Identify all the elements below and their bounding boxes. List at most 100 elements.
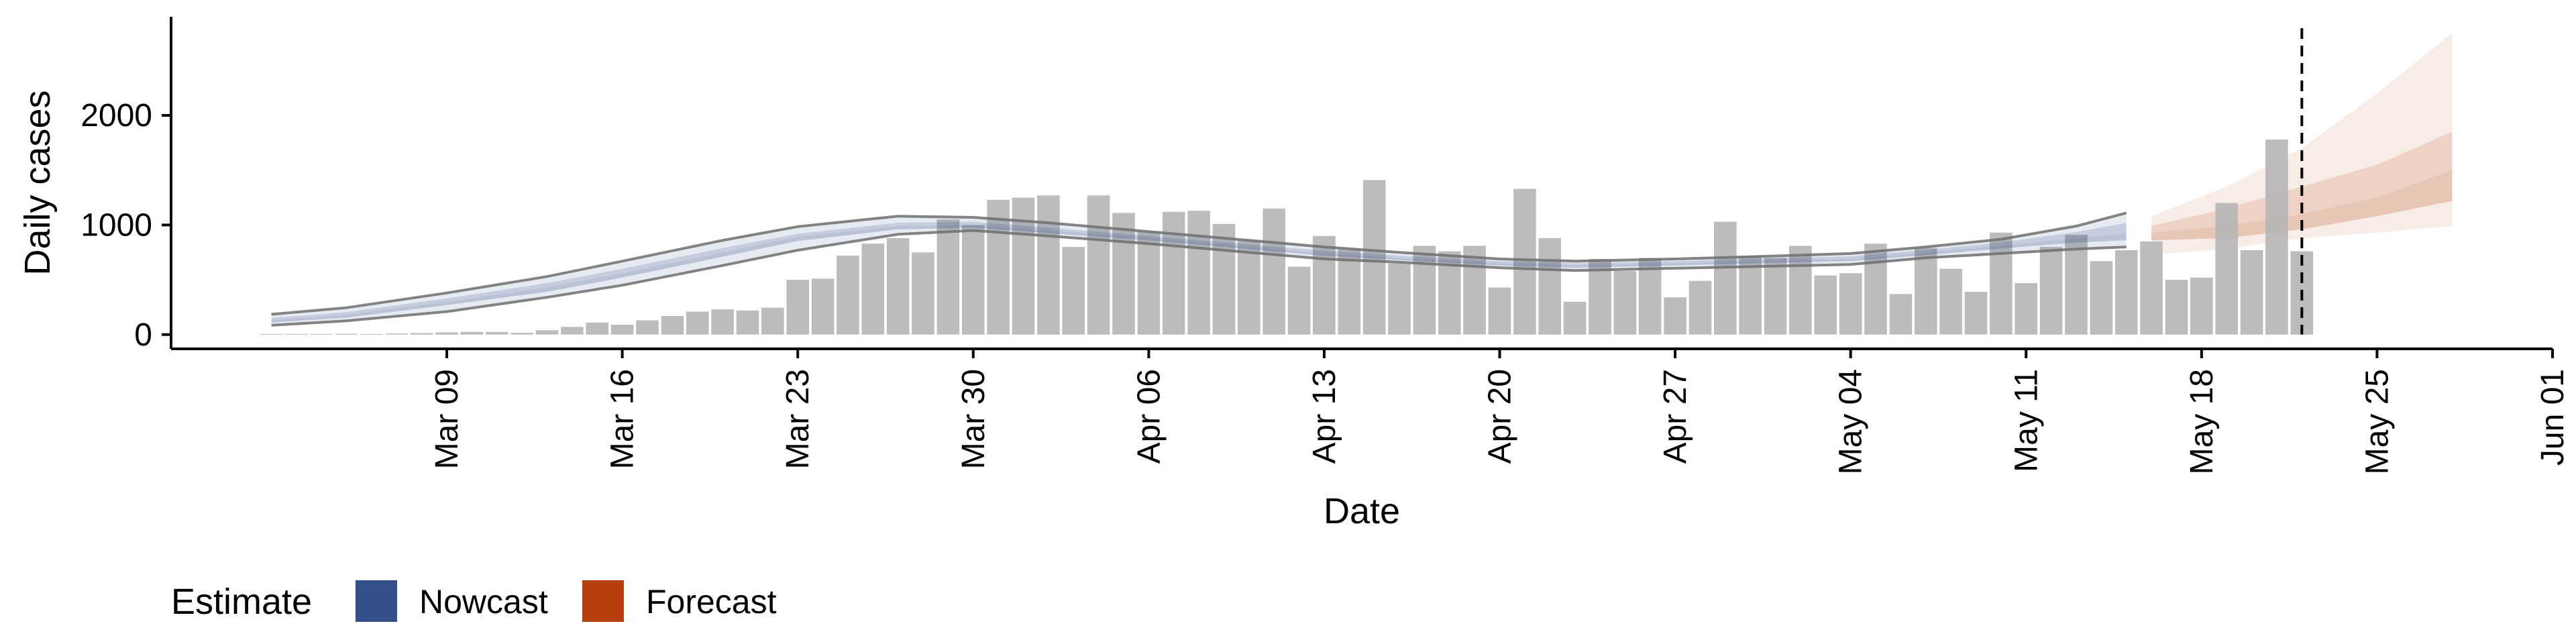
bar-2020-03-08: [410, 333, 433, 335]
bar-2020-03-27: [886, 238, 910, 335]
bar-2020-03-07: [385, 333, 409, 335]
bar-2020-03-05: [335, 333, 358, 335]
bar-2020-04-19: [1463, 246, 1486, 335]
bar-2020-04-11: [1263, 208, 1285, 335]
x-tick-label: Apr 27: [1658, 369, 1693, 464]
bar-2020-04-23: [1563, 301, 1587, 335]
bar-2020-04-25: [1613, 271, 1637, 335]
bar-2020-04-28: [1688, 280, 1712, 335]
tick-labels: 0 1000 2000 Mar 09 Mar 16 Mar 23 Mar 30 Apr 06 A…: [80, 98, 2571, 474]
bar-2020-04-04: [1087, 195, 1110, 335]
bar-2020-03-03: [285, 333, 308, 335]
bar-2020-03-18: [661, 316, 684, 335]
bar-2020-04-29: [1714, 221, 1737, 335]
bar-2020-05-17: [2165, 280, 2188, 335]
bar-2020-04-09: [1212, 223, 1236, 335]
bar-2020-04-06: [1137, 231, 1161, 335]
forecast-band-outer: [2151, 33, 2453, 255]
bar-2020-04-17: [1413, 246, 1436, 335]
axes: [170, 17, 2553, 350]
bar-2020-03-06: [360, 333, 383, 335]
bar-2020-05-10: [1990, 232, 2012, 335]
bar-2020-05-07: [1915, 248, 1937, 335]
legend-label-forecast: Forecast: [646, 583, 777, 621]
bar-2020-04-02: [1037, 195, 1060, 335]
band-outline-lines: [271, 211, 2127, 327]
bar-2020-03-09: [435, 332, 458, 335]
bar-2020-03-16: [610, 325, 634, 335]
bar-2020-05-21: [2265, 140, 2288, 335]
x-tick-label: Mar 16: [605, 369, 641, 469]
bar-2020-05-02: [1789, 246, 1812, 335]
bar-2020-04-22: [1538, 238, 1561, 335]
legend: Estimate Nowcast Forecast: [171, 580, 777, 622]
y-tick-label: 2000: [80, 98, 152, 133]
bar-2020-05-09: [1964, 292, 1988, 335]
bar-2020-03-17: [636, 320, 659, 335]
nowcast-bands: [271, 213, 2127, 325]
bar-2020-03-28: [912, 252, 934, 335]
bar-2020-04-15: [1362, 180, 1386, 335]
x-tick-label: Apr 20: [1483, 369, 1518, 464]
bar-2020-05-16: [2140, 241, 2163, 335]
reported-cases-bars: [260, 140, 2314, 335]
bar-2020-04-16: [1388, 263, 1411, 335]
bar-2020-04-20: [1488, 287, 1511, 335]
y-tick-label: 0: [134, 317, 152, 353]
bar-2020-05-06: [1889, 294, 1913, 335]
bar-2020-05-15: [2114, 250, 2138, 335]
bar-2020-03-29: [936, 219, 960, 335]
bar-2020-03-23: [786, 280, 809, 335]
bar-2020-04-10: [1238, 240, 1260, 335]
x-tick-label: Jun 01: [2535, 369, 2571, 466]
nowcast-band-median: [271, 225, 2127, 323]
legend-key-forecast: [582, 580, 624, 622]
nowcast-band-outer: [271, 213, 2127, 325]
x-tick-label: May 04: [1833, 369, 1869, 474]
bar-2020-03-12: [511, 333, 533, 335]
bar-2020-05-12: [2039, 247, 2063, 335]
bar-2020-05-05: [1864, 244, 1887, 335]
x-tick-label: Apr 13: [1307, 369, 1342, 464]
bar-2020-03-21: [736, 310, 759, 335]
bar-2020-05-20: [2240, 250, 2263, 335]
bar-2020-03-15: [586, 322, 608, 335]
bar-2020-04-24: [1589, 259, 1611, 335]
bar-2020-03-14: [561, 327, 584, 335]
bar-2020-05-13: [2065, 235, 2088, 335]
x-tick-label: Mar 23: [780, 369, 816, 469]
y-axis-title: Daily cases: [17, 90, 58, 275]
bar-2020-03-26: [861, 244, 885, 335]
bar-2020-05-01: [1764, 258, 1787, 335]
legend-title: Estimate: [171, 582, 312, 622]
bar-2020-05-14: [2090, 261, 2113, 335]
bar-2020-05-11: [2015, 283, 2037, 335]
bar-2020-03-11: [486, 331, 508, 335]
bar-2020-04-07: [1162, 211, 1185, 335]
bar-2020-04-30: [1739, 256, 1762, 335]
bar-2020-05-04: [1839, 273, 1862, 335]
x-tick-label: May 11: [2008, 369, 2044, 472]
bar-2020-03-25: [837, 256, 859, 335]
bar-2020-04-27: [1664, 297, 1686, 335]
x-tick-label: Apr 06: [1131, 369, 1167, 464]
bar-2020-03-30: [962, 225, 985, 335]
bar-2020-04-01: [1012, 197, 1035, 335]
bar-2020-03-31: [987, 199, 1010, 335]
bar-2020-03-19: [686, 311, 709, 335]
bar-2020-03-13: [535, 330, 559, 335]
legend-label-nowcast: Nowcast: [419, 583, 548, 621]
bar-2020-03-24: [811, 278, 835, 335]
nowcast-lower-line: [271, 229, 2127, 327]
bar-2020-04-08: [1187, 211, 1210, 335]
x-tick-label: Mar 30: [956, 369, 991, 469]
bar-2020-04-26: [1638, 258, 1662, 335]
bar-2020-04-03: [1062, 247, 1085, 335]
x-axis-title: Date: [1324, 491, 1400, 531]
bar-2020-03-04: [310, 333, 333, 335]
bar-2020-05-03: [1814, 275, 1837, 335]
bar-2020-04-05: [1112, 213, 1135, 335]
bar-2020-04-14: [1338, 249, 1361, 335]
bar-2020-03-10: [460, 331, 484, 335]
